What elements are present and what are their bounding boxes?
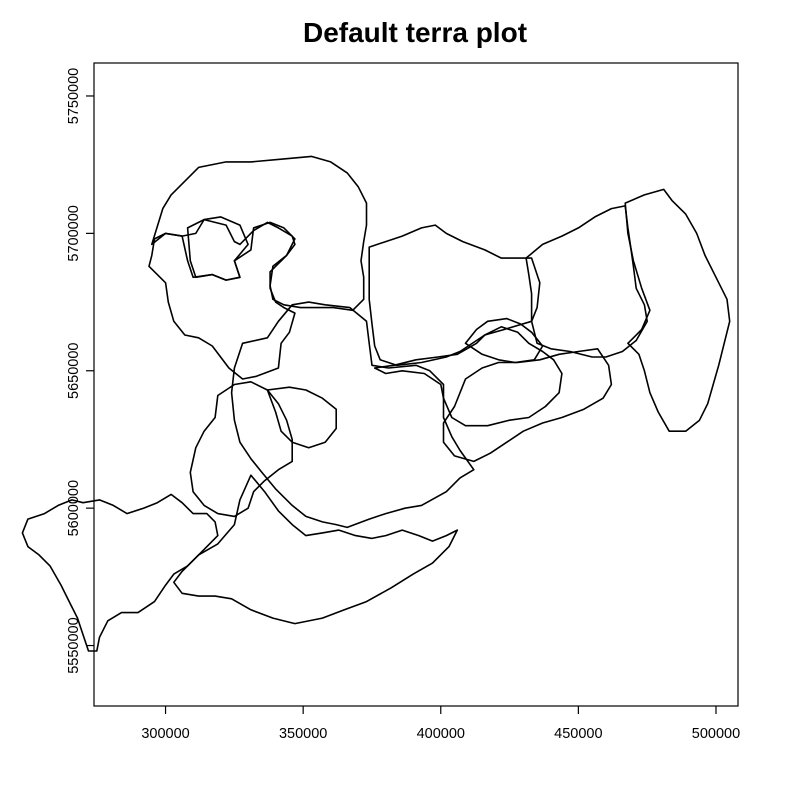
region-vogtland xyxy=(21,493,219,652)
plot-title: Default terra plot xyxy=(303,17,527,48)
y-tick-label: 5550000 xyxy=(66,617,82,673)
y-axis: 5550000 5600000 5650000 5700000 5750000 xyxy=(66,68,94,674)
x-tick-label: 500000 xyxy=(692,726,740,742)
region-dresden xyxy=(464,317,544,364)
region-erzgebirge xyxy=(173,474,459,625)
x-tick-label: 300000 xyxy=(141,726,189,742)
region-central xyxy=(230,301,475,529)
region-chemnitz-area xyxy=(266,386,338,449)
y-tick-label: 5600000 xyxy=(66,480,82,536)
region-leipzig-district xyxy=(148,221,296,380)
region-west-small xyxy=(189,380,294,518)
region-saechsische-schweiz xyxy=(442,347,613,463)
region-bautzen xyxy=(525,205,649,358)
x-tick-label: 350000 xyxy=(279,726,327,742)
region-leipzig-city xyxy=(186,216,249,281)
x-tick-label: 400000 xyxy=(417,726,465,742)
x-axis: 300000 350000 400000 450000 500000 xyxy=(141,706,740,742)
y-tick-label: 5650000 xyxy=(66,343,82,399)
y-tick-label: 5750000 xyxy=(66,68,82,124)
region-goerlitz xyxy=(624,188,731,433)
region-nw-outer xyxy=(151,155,368,312)
region-meissen xyxy=(373,325,563,427)
plot-frame xyxy=(93,62,739,707)
map-regions xyxy=(21,155,731,652)
region-nordsachsen-east xyxy=(368,224,541,367)
x-tick-label: 450000 xyxy=(554,726,602,742)
y-tick-label: 5700000 xyxy=(66,205,82,261)
